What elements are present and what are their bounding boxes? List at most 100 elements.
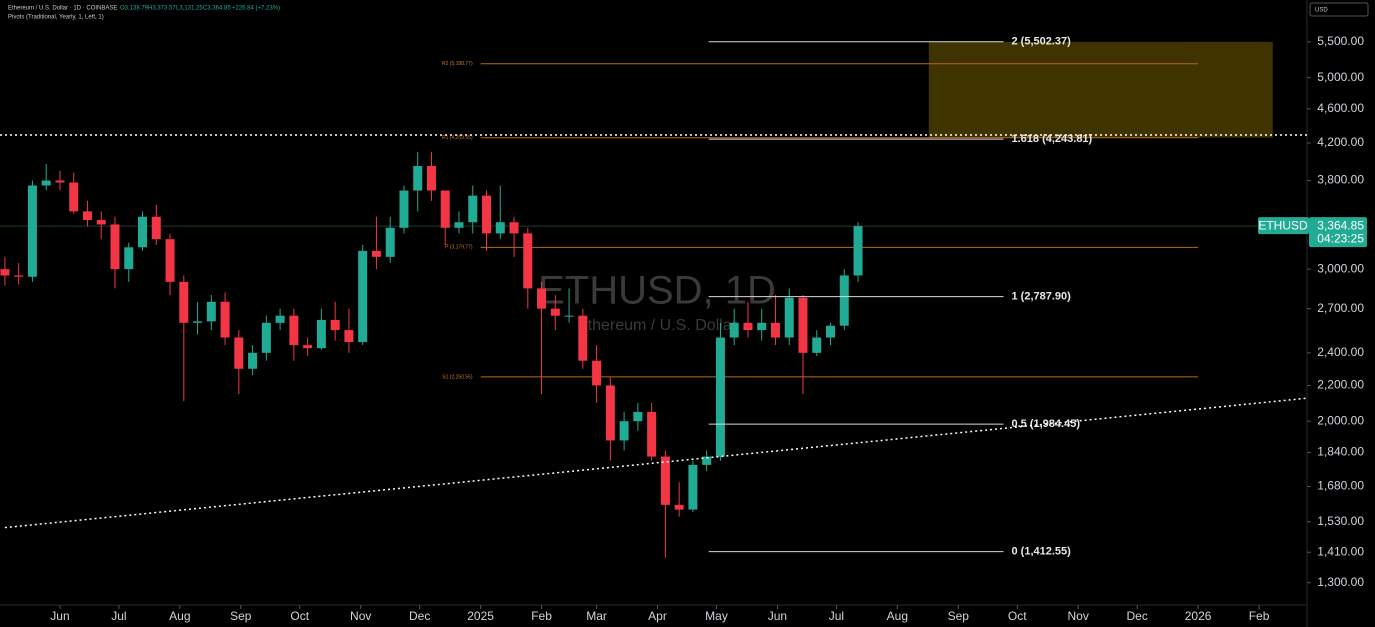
x-tick-label: Sep xyxy=(230,609,252,623)
candle-body xyxy=(151,216,161,240)
x-tick-label: 2026 xyxy=(1185,609,1212,623)
symbol-badge-text: ETHUSD xyxy=(1258,218,1308,232)
x-tick-label: May xyxy=(705,609,728,623)
watermark: ETHUSD, 1D xyxy=(538,269,776,313)
candle-body xyxy=(509,222,519,234)
candle-body xyxy=(220,301,230,338)
candle-body xyxy=(523,233,533,289)
candle-body xyxy=(358,250,368,343)
fib-label: 1.618 (4,243.81) xyxy=(1011,133,1092,145)
ohlc: C3,364.85 xyxy=(203,6,231,12)
symbol-badge xyxy=(1258,217,1309,235)
candle-body xyxy=(826,325,836,338)
pivot-label: R1 (4,259.55) xyxy=(442,135,473,141)
pivot-label: P (3,179.77) xyxy=(445,245,473,251)
candle-body xyxy=(798,297,808,353)
candle-body xyxy=(537,288,547,309)
candle-body xyxy=(27,185,37,277)
candle-body xyxy=(206,301,216,322)
candle-body xyxy=(784,297,794,338)
y-tick-label: 1,300.00 xyxy=(1317,575,1364,589)
y-tick-label: 4,200.00 xyxy=(1317,135,1364,149)
pivot-label: S1 (2,250.55) xyxy=(442,374,473,380)
candle-body xyxy=(454,222,464,228)
y-tick-label: 4,600.00 xyxy=(1317,101,1364,115)
currency-box[interactable] xyxy=(1309,2,1369,17)
candle-body xyxy=(688,464,698,510)
ohlc: O3,138.79 xyxy=(120,6,149,12)
y-tick-label: 1,840.00 xyxy=(1317,445,1364,459)
candle-body xyxy=(234,337,244,369)
candle-body xyxy=(179,281,189,323)
candle-body xyxy=(839,275,849,326)
y-tick-label: 3,000.00 xyxy=(1317,261,1364,275)
y-tick-label: 2,200.00 xyxy=(1317,378,1364,392)
candle-body xyxy=(674,504,684,510)
x-tick-label: Jun xyxy=(768,609,787,623)
watermark-sub: Ethereum / U.S. Dollar xyxy=(577,317,738,334)
y-tick-label: 5,500.00 xyxy=(1317,34,1364,48)
candle-body xyxy=(96,220,106,225)
price-badge-text: 3,364.85 xyxy=(1317,218,1364,232)
candle-body xyxy=(426,166,436,191)
fib-label: 0 (1,412.55) xyxy=(1011,545,1071,557)
candle-body xyxy=(289,315,299,346)
y-tick-label: 1,530.00 xyxy=(1317,514,1364,528)
y-tick-label: 3,800.00 xyxy=(1317,173,1364,187)
x-tick-label: Mar xyxy=(586,609,607,623)
candle-body xyxy=(550,308,560,316)
x-tick-label: Feb xyxy=(531,609,552,623)
candle-body xyxy=(757,322,767,331)
price-badge xyxy=(1309,217,1367,248)
y-tick-label: 2,400.00 xyxy=(1317,345,1364,359)
candle-body xyxy=(592,360,602,386)
candle-body xyxy=(138,216,148,248)
x-tick-label: Feb xyxy=(1249,609,1270,623)
candle-body xyxy=(440,190,450,228)
y-tick-label: 5,000.00 xyxy=(1317,70,1364,84)
currency: USD xyxy=(1315,8,1328,14)
candle-body xyxy=(770,322,780,338)
candle-body xyxy=(702,456,712,465)
candle-body xyxy=(82,211,92,221)
x-tick-label: Sep xyxy=(948,609,970,623)
candle-body xyxy=(619,421,629,441)
target-zone xyxy=(928,41,1273,138)
candle-body xyxy=(0,269,10,276)
x-tick-label: Jul xyxy=(829,609,844,623)
candle-body xyxy=(110,224,120,270)
x-tick-label: Nov xyxy=(350,609,371,623)
candle-body xyxy=(385,227,395,257)
candle-body xyxy=(743,322,753,331)
candle-body xyxy=(344,330,354,343)
candle-body xyxy=(715,337,725,457)
x-tick-label: Oct xyxy=(1008,609,1027,623)
x-tick-label: Jun xyxy=(50,609,69,623)
candle-body xyxy=(124,247,134,270)
x-tick-label: Jul xyxy=(111,609,126,623)
candle-body xyxy=(303,345,313,349)
x-tick-label: Aug xyxy=(887,609,908,623)
x-tick-label: Nov xyxy=(1068,609,1089,623)
x-tick-label: Apr xyxy=(648,609,667,623)
candle-body xyxy=(482,195,492,234)
candle-body xyxy=(660,456,670,505)
ohlc: +226.84 (+7.23%) xyxy=(232,6,280,12)
candle-body xyxy=(413,166,423,191)
x-tick-label: 2025 xyxy=(467,609,494,623)
candle-body xyxy=(69,182,79,212)
candle-body xyxy=(316,319,326,349)
x-tick-label: Dec xyxy=(1126,609,1147,623)
candle-body xyxy=(55,180,65,183)
candle-body xyxy=(330,319,340,331)
candle-body xyxy=(248,352,258,369)
candle-body xyxy=(165,239,175,282)
candle-body xyxy=(261,322,271,353)
candle-body xyxy=(812,337,822,353)
candle-body xyxy=(564,315,574,317)
plot: R2 (5,188.77) R1 (4,259.55) P (3,179.77) S1… xyxy=(0,36,1307,558)
candle-body xyxy=(468,195,478,223)
candle-body xyxy=(578,315,588,361)
indicator-label: Pivots (Traditional, Yearly, 1, Left, 1) xyxy=(8,15,104,21)
